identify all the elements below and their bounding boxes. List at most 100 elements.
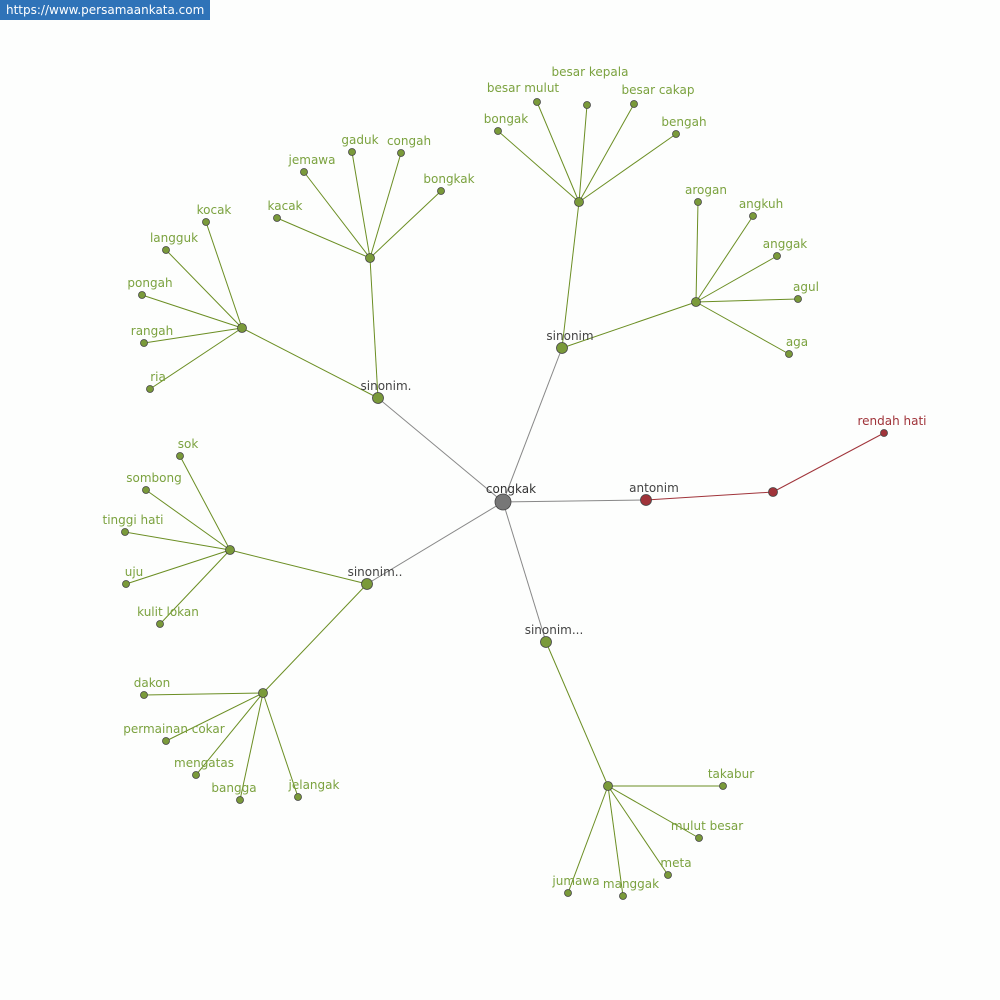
leaf-edge — [303, 171, 371, 259]
synonym-node[interactable] — [202, 218, 210, 226]
synonym-node[interactable] — [494, 127, 502, 135]
leaf-edge — [205, 221, 243, 329]
synonym-node[interactable] — [121, 528, 129, 536]
leaf-edge — [695, 201, 699, 303]
center-node[interactable] — [494, 493, 512, 511]
synonym-cluster-node[interactable] — [574, 197, 584, 207]
leaf-edge — [607, 785, 700, 839]
node-label: mulut besar — [671, 819, 743, 833]
leaf-edge — [165, 249, 243, 329]
center-edge — [502, 499, 647, 503]
watermark-link[interactable]: https://www.persamaankata.com — [0, 0, 211, 20]
node-label: angkuh — [739, 197, 783, 211]
antonym-hub-node[interactable] — [640, 494, 652, 506]
leaf-edge — [695, 215, 754, 303]
synonym-node[interactable] — [294, 793, 302, 801]
hub-edge — [561, 301, 697, 349]
synonym-node[interactable] — [583, 101, 591, 109]
synonym-node[interactable] — [156, 620, 164, 628]
synonym-cluster-node[interactable] — [603, 781, 613, 791]
node-label: sinonim.. — [348, 565, 403, 579]
node-label: jelangak — [288, 778, 340, 792]
synonym-node[interactable] — [176, 452, 184, 460]
center-edge — [377, 397, 504, 503]
synonym-hub-node[interactable] — [372, 392, 384, 404]
synonym-node[interactable] — [273, 214, 281, 222]
leaf-edge — [578, 104, 588, 203]
synonym-node[interactable] — [162, 737, 170, 745]
node-label: takabur — [708, 767, 754, 781]
node-label: jemawa — [288, 153, 336, 167]
synonym-node[interactable] — [533, 98, 541, 106]
leaf-edge — [578, 133, 677, 203]
leaf-edge — [695, 298, 799, 303]
center-edge — [366, 501, 504, 585]
synonym-cluster-node[interactable] — [258, 688, 268, 698]
synonym-node[interactable] — [619, 892, 627, 900]
synonym-node[interactable] — [397, 149, 405, 157]
synonym-node[interactable] — [719, 782, 727, 790]
synonym-node[interactable] — [300, 168, 308, 176]
synonym-cluster-node[interactable] — [237, 323, 247, 333]
node-label: kacak — [268, 199, 303, 213]
synonym-node[interactable] — [630, 100, 638, 108]
synonym-node[interactable] — [785, 350, 793, 358]
synonym-node[interactable] — [664, 871, 672, 879]
node-label: congkak — [486, 482, 536, 496]
antonym-cluster-node[interactable] — [768, 487, 778, 497]
node-label: anggak — [763, 237, 808, 251]
leaf-edge — [578, 103, 635, 203]
center-edge — [502, 347, 563, 503]
leaf-edge — [239, 692, 264, 801]
synonym-node[interactable] — [162, 246, 170, 254]
leaf-edge — [607, 785, 669, 876]
synonym-node[interactable] — [749, 212, 757, 220]
synonym-node[interactable] — [437, 187, 445, 195]
node-label: sombong — [126, 471, 181, 485]
node-label: kocak — [197, 203, 232, 217]
synonym-node[interactable] — [672, 130, 680, 138]
node-label: sok — [178, 437, 199, 451]
antonym-node[interactable] — [880, 429, 888, 437]
leaf-edge — [351, 151, 371, 259]
synonym-node[interactable] — [122, 580, 130, 588]
node-label: antonim — [629, 481, 679, 495]
leaf-edge — [695, 255, 778, 303]
synonym-node[interactable] — [192, 771, 200, 779]
synonym-node[interactable] — [348, 148, 356, 156]
synonym-node[interactable] — [695, 834, 703, 842]
synonym-node[interactable] — [794, 295, 802, 303]
leaf-edge — [165, 692, 264, 742]
hub-edge — [545, 641, 609, 787]
node-label: permainan cokar — [123, 722, 225, 736]
synonym-hub-node[interactable] — [361, 578, 373, 590]
synonym-cluster-node[interactable] — [365, 253, 375, 263]
leaf-edge — [179, 455, 231, 551]
synonym-node[interactable] — [564, 889, 572, 897]
leaf-edge — [262, 692, 299, 798]
node-label: kulit lokan — [137, 605, 199, 619]
synonym-cluster-node[interactable] — [691, 297, 701, 307]
synonym-node[interactable] — [138, 291, 146, 299]
node-label: pongah — [127, 276, 172, 290]
synonym-node[interactable] — [142, 486, 150, 494]
synonym-hub-node[interactable] — [556, 342, 568, 354]
synonym-node[interactable] — [146, 385, 154, 393]
synonym-node[interactable] — [140, 339, 148, 347]
synonym-node[interactable] — [773, 252, 781, 260]
leaf-edge — [276, 217, 371, 259]
synonym-hub-node[interactable] — [540, 636, 552, 648]
leaf-edge — [567, 785, 609, 894]
synonym-node[interactable] — [694, 198, 702, 206]
leaf-edge — [143, 692, 264, 696]
node-label: besar mulut — [487, 81, 560, 95]
leaf-edge — [607, 785, 624, 897]
leaf-edge — [159, 549, 231, 625]
synonym-cluster-node[interactable] — [225, 545, 235, 555]
synonym-node[interactable] — [140, 691, 148, 699]
node-label: bongak — [484, 112, 529, 126]
leaf-edge — [141, 294, 243, 329]
antonym-edge — [645, 491, 774, 501]
synonym-node[interactable] — [236, 796, 244, 804]
